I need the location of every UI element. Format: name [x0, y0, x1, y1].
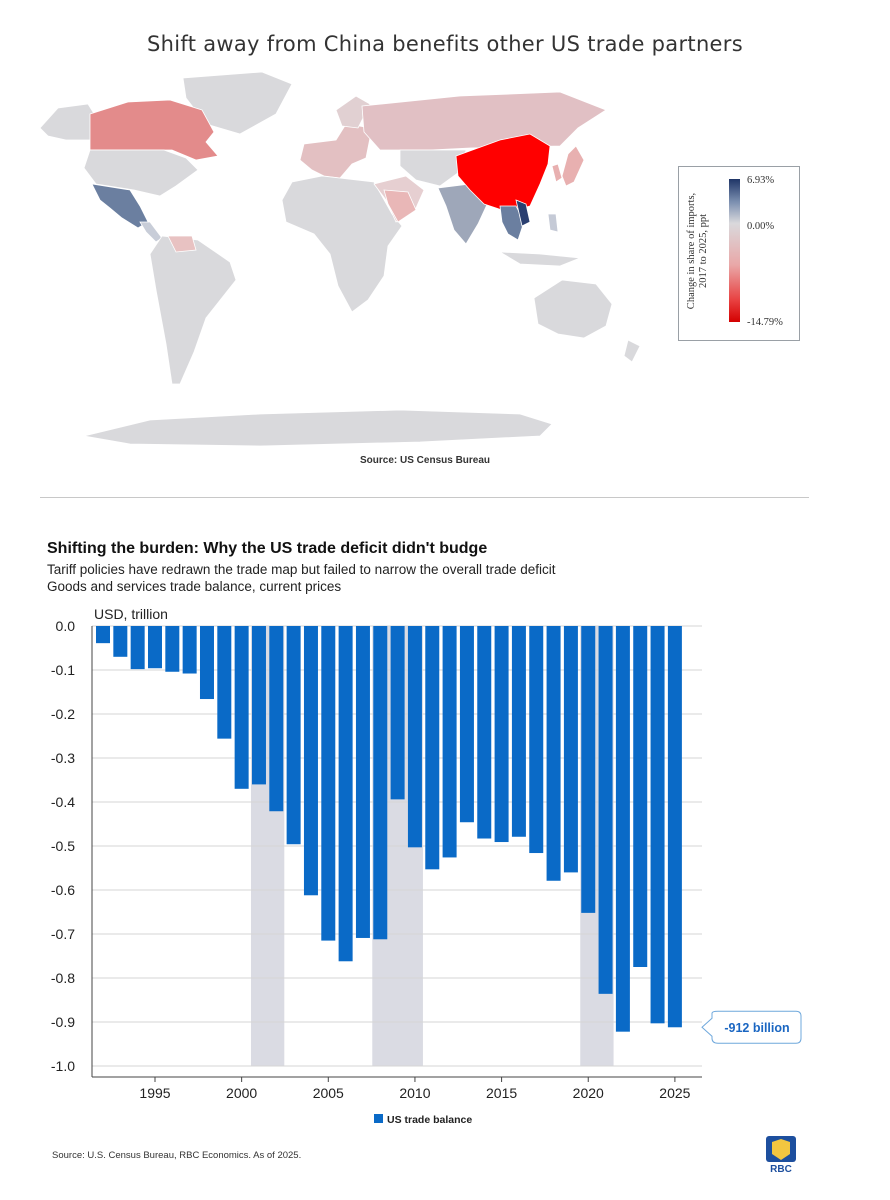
map-venezuela	[167, 235, 197, 253]
bar-1994	[130, 626, 145, 670]
map-source: Source: US Census Bureau	[360, 455, 491, 466]
bar-2006	[338, 626, 353, 962]
map-legend: Change in share of imports, 2017 to 2025…	[678, 166, 800, 341]
annotation-text: -912 billion	[724, 1021, 789, 1035]
y-tick-label: -0.2	[51, 706, 75, 722]
bar-2003	[286, 626, 301, 845]
map-australia	[533, 279, 613, 339]
bar-1996	[165, 626, 180, 672]
y-tick-label: -1.0	[51, 1058, 75, 1074]
legend-max-label: 6.93%	[747, 175, 775, 186]
bar-2010	[407, 626, 422, 848]
x-tick-label: 2005	[313, 1085, 344, 1101]
bar-chart: 0.0 -0.1 -0.2 -0.3 -0.4 -0.5 -0.6 -0.7 -0.8 -0.9 -…	[51, 606, 802, 1126]
bar-1992	[96, 626, 110, 644]
bar-2018	[546, 626, 561, 881]
bar-2009	[390, 626, 405, 800]
bar-2001	[251, 626, 266, 785]
map-greenland	[182, 71, 293, 135]
map-alaska	[39, 103, 99, 141]
legend-color-scale	[729, 179, 740, 322]
y-tick-label: 0.0	[56, 618, 76, 634]
map-mexico	[91, 183, 149, 229]
bar-2025	[667, 626, 682, 1028]
map-new-zealand	[623, 339, 641, 363]
map-southeast-asia	[499, 205, 525, 241]
y-tick-label: -0.1	[51, 662, 75, 678]
map-usa	[83, 149, 199, 197]
chart-title: Shifting the burden: Why the US trade de…	[47, 540, 488, 557]
bar-2017	[529, 626, 544, 854]
legend-caption-line1: Change in share of imports,	[686, 192, 697, 310]
map-title: Shift away from China benefits other US …	[147, 32, 743, 56]
map-china	[455, 133, 551, 213]
map-saudi	[383, 189, 417, 223]
bar-2021	[598, 626, 613, 994]
legend-mid-label: 0.00%	[747, 221, 775, 232]
map-europe	[299, 123, 373, 179]
map-antarctica	[83, 409, 553, 447]
bar-1993	[113, 626, 128, 657]
legend-caption-line2: 2017 to 2025, ppt	[698, 213, 709, 289]
bar-2014	[477, 626, 492, 839]
bar-2024	[650, 626, 665, 1024]
chart-subtitle: Tariff policies have redrawn the trade m…	[47, 562, 556, 577]
map-japan	[561, 145, 585, 187]
bar-2000	[234, 626, 249, 789]
bar-2013	[459, 626, 474, 823]
footer-source: Source: U.S. Census Bureau, RBC Economic…	[52, 1150, 302, 1161]
bar-2002	[269, 626, 284, 812]
section-divider	[40, 497, 809, 498]
map-central-america	[139, 221, 163, 243]
bar-2015	[494, 626, 509, 843]
y-tick-label: -0.3	[51, 750, 75, 766]
map-korea	[551, 163, 563, 183]
bar-2012	[442, 626, 457, 858]
y-tick-label: -0.7	[51, 926, 75, 942]
bar-2023	[633, 626, 648, 967]
x-tick-label: 2010	[399, 1085, 430, 1101]
y-tick-label: -0.5	[51, 838, 75, 854]
bar-2022	[615, 626, 630, 1032]
x-tick-label: 2000	[226, 1085, 257, 1101]
y-tick-label: -0.9	[51, 1014, 75, 1030]
legend-swatch	[374, 1114, 383, 1123]
bar-2011	[425, 626, 440, 870]
annotation-callout	[701, 1010, 802, 1044]
bar-2020	[581, 626, 596, 913]
map-central-asia	[399, 149, 467, 187]
rbc-logo: RBC	[766, 1136, 796, 1175]
x-tick-label: 2015	[486, 1085, 517, 1101]
bar-1997	[182, 626, 197, 674]
chart-subtitle-2: Goods and services trade balance, curren…	[47, 579, 342, 594]
map-south-america	[149, 235, 237, 385]
bar-2008	[373, 626, 388, 940]
bar-2019	[563, 626, 578, 873]
legend-min-label: -14.79%	[747, 317, 783, 328]
y-tick-label: -0.6	[51, 882, 75, 898]
x-tick-label: 2025	[659, 1085, 690, 1101]
x-tick-label: 1995	[139, 1085, 170, 1101]
bar-1995	[147, 626, 162, 669]
map-vietnam	[515, 199, 531, 227]
y-tick-label: -0.8	[51, 970, 75, 986]
y-axis-label: USD, trillion	[94, 606, 168, 622]
bar-2004	[303, 626, 318, 896]
map-philippines	[547, 213, 559, 233]
x-tick-label: 2020	[573, 1085, 604, 1101]
bar-1998	[199, 626, 214, 700]
bar-1999	[217, 626, 232, 739]
map-indonesia	[499, 251, 581, 267]
legend-caption: Change in share of imports, 2017 to 2025…	[686, 176, 710, 326]
bar-2007	[355, 626, 370, 938]
y-tick-label: -0.4	[51, 794, 75, 810]
legend-label: US trade balance	[387, 1114, 472, 1126]
rbc-logo-text: RBC	[770, 1164, 792, 1175]
world-map	[39, 71, 641, 447]
bar-2005	[321, 626, 336, 941]
bar-2016	[511, 626, 526, 837]
map-russia	[361, 91, 607, 151]
